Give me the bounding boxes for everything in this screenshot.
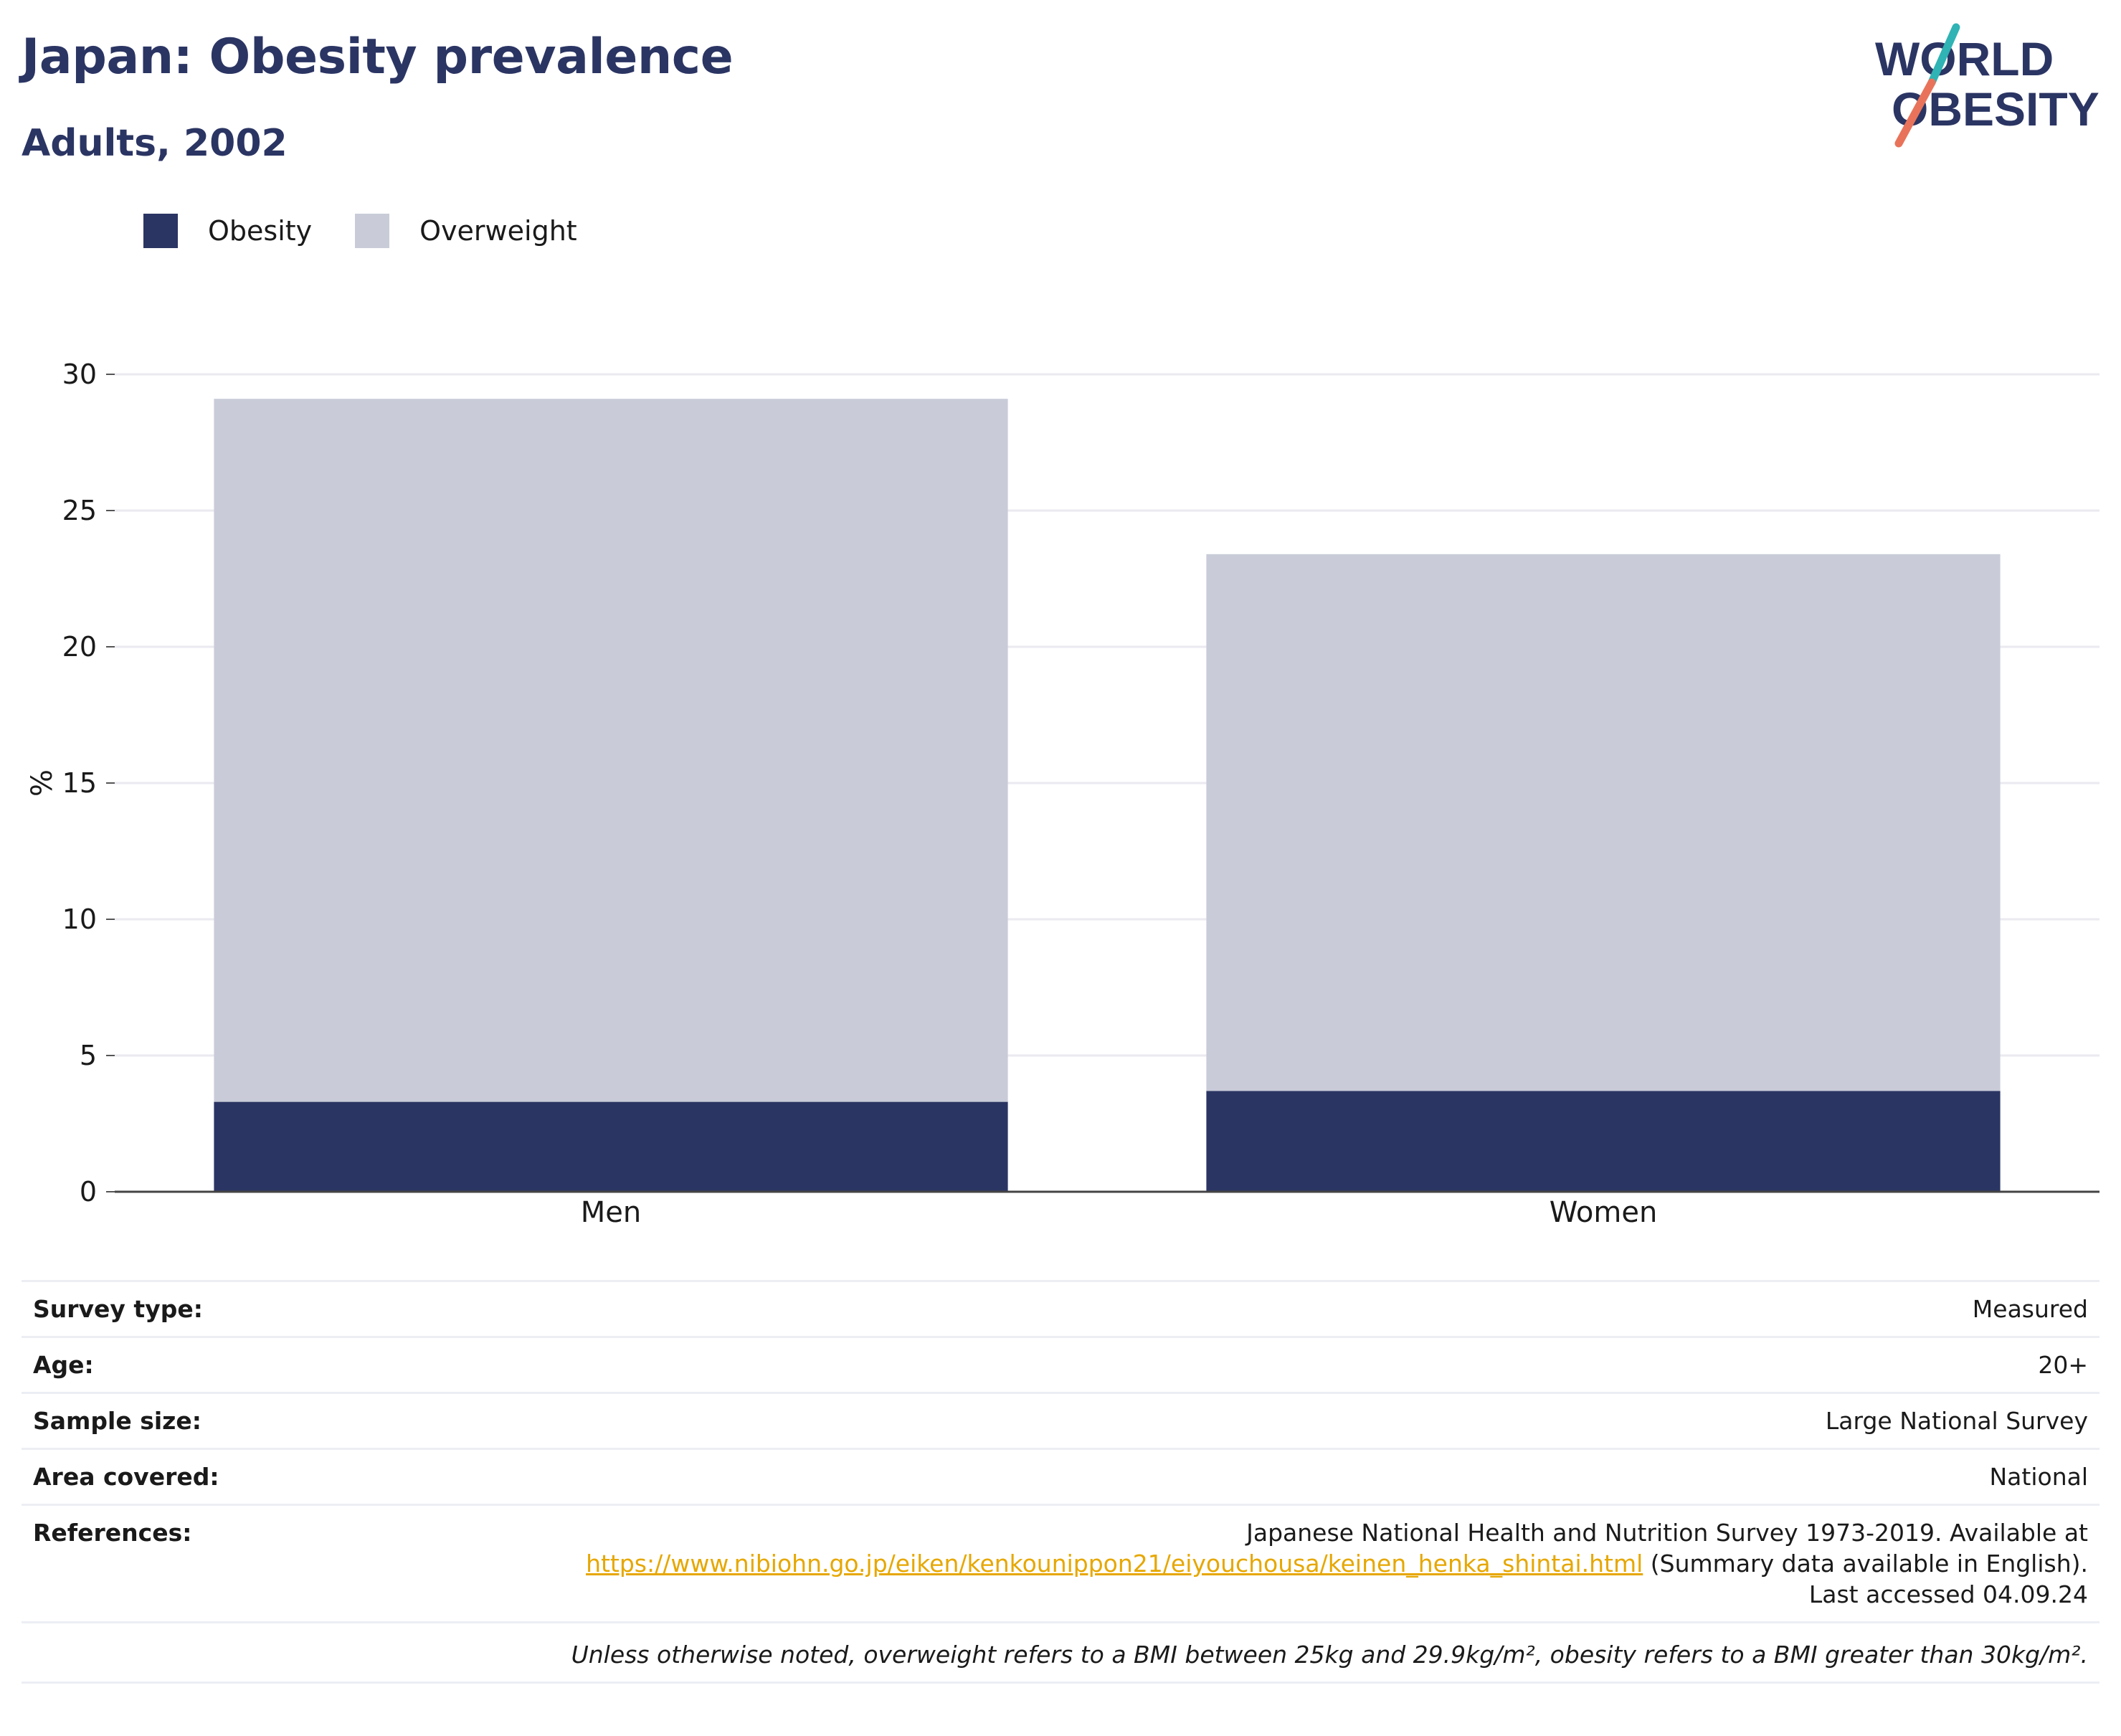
meta-row-age: Age: 20+ — [22, 1336, 2099, 1394]
world-obesity-logo: WORLD OBESITY — [1875, 23, 2099, 148]
meta-row-area-covered: Area covered: National — [22, 1448, 2099, 1506]
logo-slash-bottom — [1894, 78, 1936, 148]
chart-title: Japan: Obesity prevalence — [22, 29, 734, 85]
bars — [214, 399, 2001, 1192]
y-tick-label: 30 — [62, 359, 97, 390]
y-tick-label: 0 — [80, 1176, 97, 1208]
meta-value: Measured — [546, 1280, 2099, 1338]
y-tick-label: 25 — [62, 495, 97, 526]
y-tick-label: 5 — [80, 1040, 97, 1071]
meta-row-references: References: Japanese National Health and… — [22, 1504, 2099, 1623]
meta-row-survey-type: Survey type: Measured — [22, 1280, 2099, 1338]
meta-key: Sample size: — [22, 1392, 546, 1450]
bar-overweight-women[interactable] — [1206, 554, 2001, 1091]
x-category-label: Women — [1550, 1196, 1658, 1229]
bar-overweight-men[interactable] — [214, 399, 1008, 1102]
meta-row-sample-size: Sample size: Large National Survey — [22, 1392, 2099, 1450]
x-category-label: Men — [581, 1196, 641, 1229]
stacked-bar-chart: 0 5 10 15 20 25 30 Men Women% — [26, 359, 2099, 1229]
y-tick-label: 20 — [62, 631, 97, 663]
reference-text: Japanese National Health and Nutrition S… — [1246, 1519, 2088, 1547]
meta-value: Large National Survey — [546, 1392, 2099, 1450]
legend-swatch-obesity — [143, 214, 178, 248]
survey-metadata-table: Survey type: Measured Age: 20+ Sample si… — [22, 1280, 2099, 1684]
chart-legend: Obesity Overweight — [143, 214, 620, 248]
chart-subtitle: Adults, 2002 — [22, 122, 288, 165]
meta-value: National — [546, 1448, 2099, 1506]
bmi-footnote: Unless otherwise noted, overweight refer… — [22, 1621, 2099, 1684]
meta-key: References: — [22, 1504, 546, 1623]
y-tick-label: 15 — [62, 767, 97, 799]
meta-key: Age: — [22, 1336, 546, 1394]
reference-link[interactable]: https://www.nibiohn.go.jp/eiken/kenkouni… — [586, 1550, 1643, 1578]
legend-swatch-overweight — [355, 214, 390, 248]
legend-item-obesity[interactable]: Obesity — [143, 214, 312, 248]
y-tick-label: 10 — [62, 903, 97, 935]
meta-value: 20+ — [546, 1336, 2099, 1394]
legend-label-obesity: Obesity — [208, 215, 313, 247]
meta-value-references: Japanese National Health and Nutrition S… — [546, 1504, 2099, 1623]
y-axis-title: % — [26, 769, 59, 797]
reference-suffix: (Summary data available in English). Las… — [1643, 1550, 2088, 1608]
meta-key: Area covered: — [22, 1448, 546, 1506]
logo-slash-top — [1927, 23, 1960, 87]
legend-item-overweight[interactable]: Overweight — [355, 214, 577, 248]
logo-line-world: WORLD — [1875, 32, 2054, 85]
meta-key: Survey type: — [22, 1280, 546, 1338]
bar-obesity-women[interactable] — [1206, 1091, 2001, 1192]
bar-obesity-men[interactable] — [214, 1101, 1008, 1192]
axes: 0 5 10 15 20 25 30 Men Women% — [26, 359, 2099, 1229]
legend-label-overweight: Overweight — [419, 215, 577, 247]
meta-row-footnote: Unless otherwise noted, overweight refer… — [22, 1621, 2099, 1684]
logo-line-obesity: OBESITY — [1892, 82, 2099, 136]
